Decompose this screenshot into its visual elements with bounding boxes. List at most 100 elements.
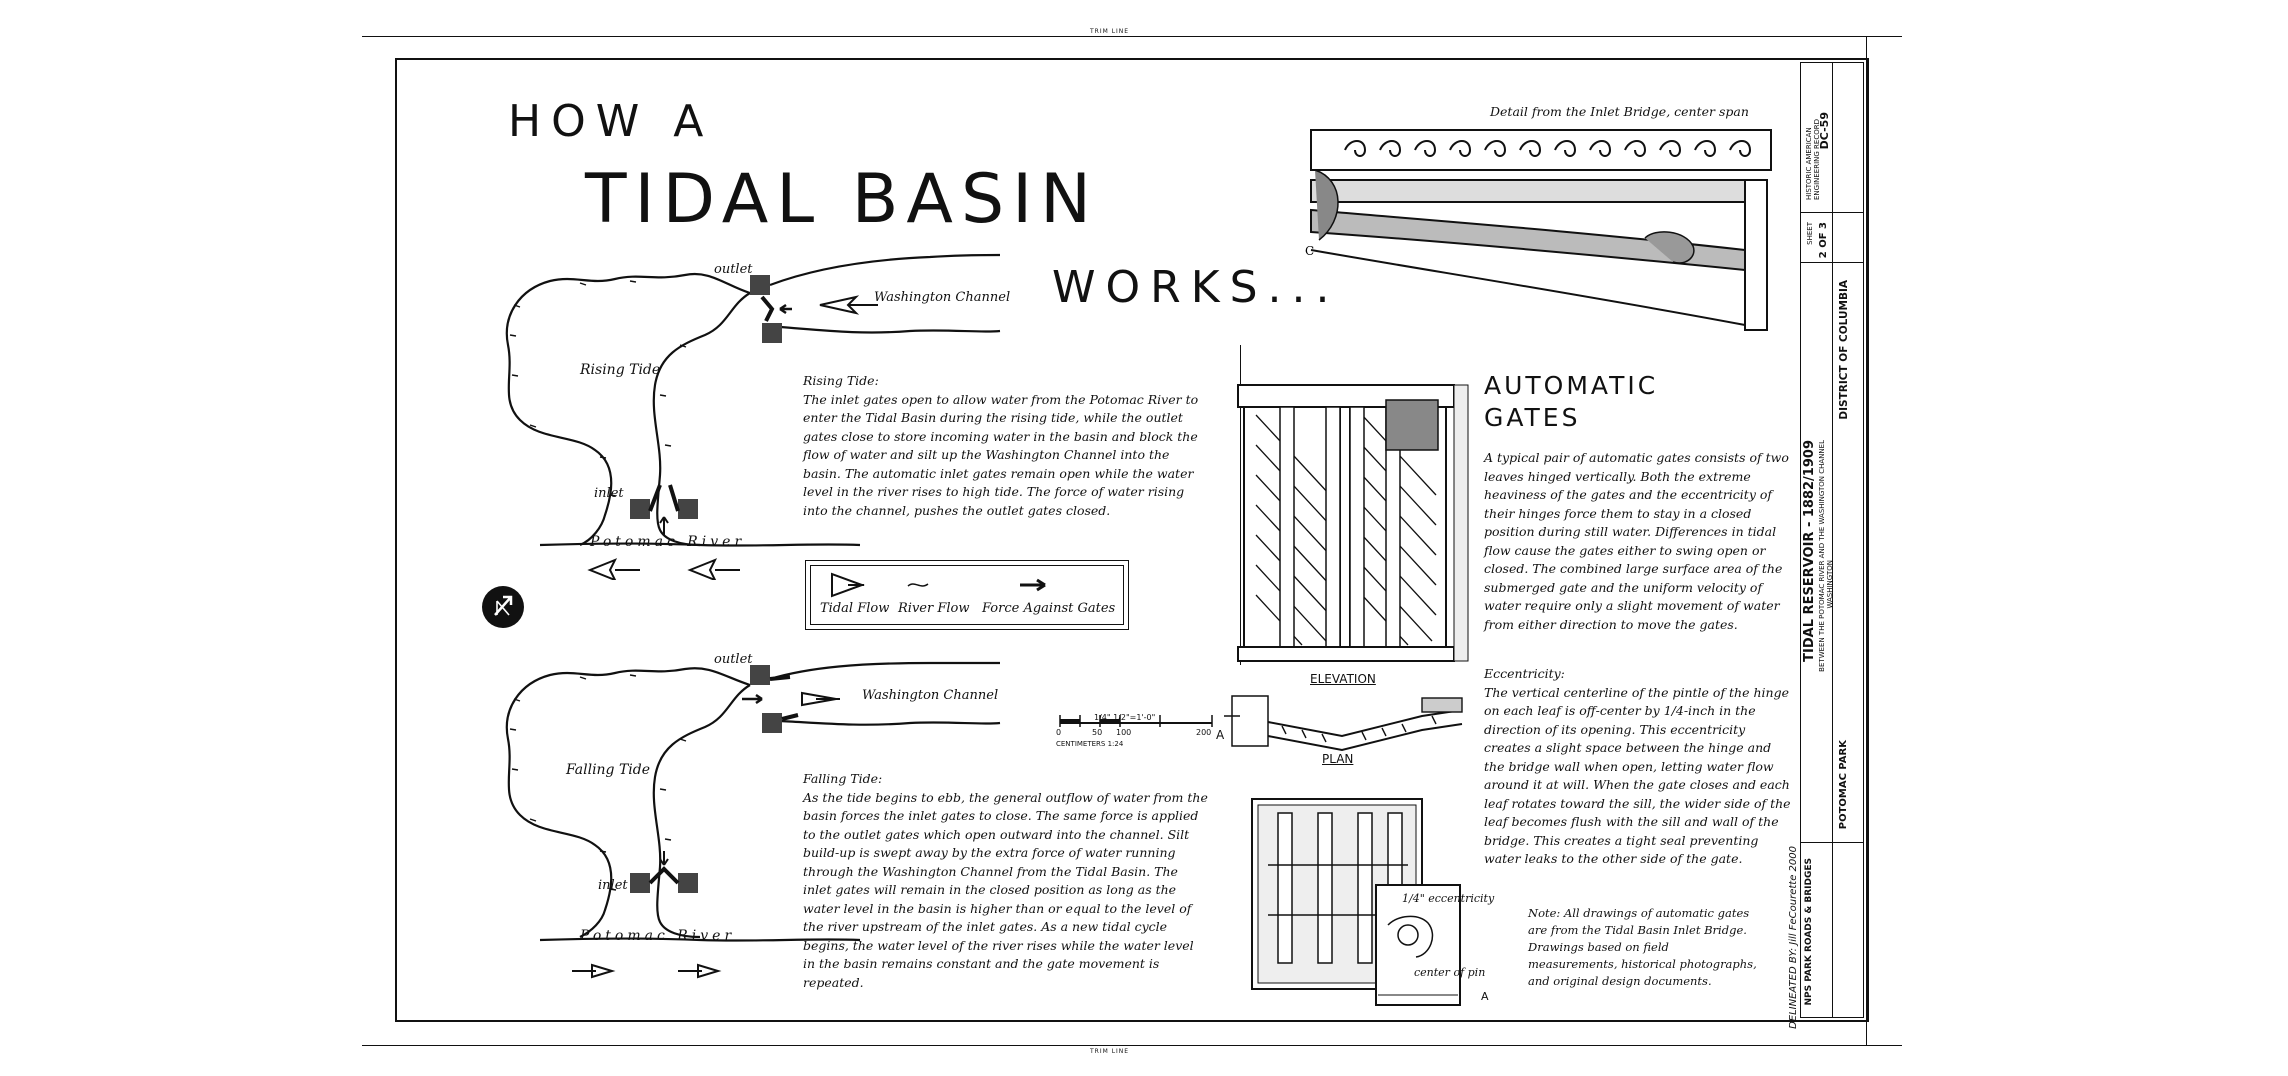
rising-basin-shoreline-2 (652, 292, 751, 547)
project-city: WASHINGTON (1826, 560, 1834, 609)
rising-outlet-gates-closed (760, 295, 775, 322)
rising-stipple (509, 280, 687, 497)
trim-line-label-top: TRIM LINE (1090, 28, 1130, 35)
rising-channel-tidal-arrow (819, 295, 878, 315)
legend-force-icon (1020, 578, 1046, 592)
rising-force-arrow (779, 303, 792, 315)
falling-outlet-gate-bottom (762, 713, 782, 733)
legend-symbols (831, 572, 1046, 598)
scale-num-0: 0 (1056, 728, 1062, 737)
rising-tide-text: Rising Tide: The inlet gates open to all… (803, 372, 1208, 520)
scale-num-50: 50 (1092, 728, 1103, 737)
scale-bar (1059, 715, 1213, 727)
section-marker-detail: A (1481, 990, 1489, 1003)
falling-tide-heading: Falling Tide: (803, 771, 883, 786)
rising-river-arrow-left (587, 558, 640, 580)
rising-outlet-gate-top (750, 275, 770, 295)
rising-outlet-label: outlet (714, 262, 753, 277)
title-line-3: WORKS... (1052, 262, 1340, 313)
legend-river-flow: River Flow (898, 601, 970, 616)
rising-river-bank (539, 542, 861, 547)
falling-river-arrow-right (678, 963, 722, 979)
falling-outlet-gates-open (769, 675, 799, 721)
falling-inlet-label: inlet (598, 878, 628, 893)
falling-outlet-gate-top (750, 665, 770, 685)
drawing-sheet-border (395, 58, 1869, 1022)
detail-caption: Detail from the Inlet Bridge, center spa… (1490, 104, 1749, 119)
falling-river-label: Potomac River (580, 928, 736, 944)
falling-tide-text: Falling Tide: As the tide begins to ebb,… (803, 770, 1208, 992)
rising-basin-shoreline (505, 272, 751, 547)
falling-stipple (509, 674, 687, 891)
falling-inlet-force-arrow (659, 851, 669, 866)
park-name: POTOMAC PARK (1838, 740, 1849, 830)
falling-inlet-gate-right (678, 873, 698, 893)
center-pin-label: center of pin (1414, 966, 1486, 979)
falling-channel-bank-bottom (779, 719, 1001, 726)
survey-name: HISTORIC AMERICAN ENGINEERING RECORD (1805, 119, 1821, 200)
sheet-number: 2 OF 3 (1818, 222, 1829, 259)
automatic-gates-heading-line-2: GATES (1484, 403, 1581, 432)
falling-river-arrow-left (572, 963, 616, 979)
scale-top-label: 1/4" 1/2"=1'-0" (1094, 713, 1156, 722)
falling-force-arrow (742, 693, 763, 705)
rising-tide-map (505, 253, 1001, 580)
wave-scroll-ornament (1344, 140, 1752, 157)
falling-channel-tidal-arrow (801, 691, 840, 707)
falling-tide-body: As the tide begins to ebb, the general o… (803, 789, 1208, 990)
scale-bottom-label: CENTIMETERS 1:24 (1056, 740, 1124, 748)
falling-basin-shoreline (505, 667, 751, 938)
rising-inlet-gate-right (678, 499, 698, 519)
gate-section-drawing (1251, 798, 1461, 1006)
trim-line-top (362, 36, 1902, 37)
rising-tide-body: The inlet gates open to allow water from… (803, 391, 1199, 518)
rising-inlet-gates-open (648, 484, 680, 512)
rising-river-arrow-right (687, 558, 740, 580)
scale-num-100: 100 (1116, 728, 1132, 737)
agency-name: NPS PARK ROADS & BRIDGES (1804, 858, 1814, 1006)
falling-river-bank (539, 937, 861, 942)
plan-label: PLAN (1322, 752, 1354, 766)
rising-channel-bank-bottom (779, 325, 1001, 334)
rising-river-label: Potomac River (590, 534, 746, 550)
rising-inlet-gate-left (630, 499, 650, 519)
legend-inner (810, 565, 1124, 625)
eccentricity-label: 1/4" eccentricity (1402, 892, 1495, 905)
project-location: BETWEEN THE POTOMAC RIVER AND THE WASHIN… (1818, 440, 1826, 672)
falling-tide-label: Falling Tide (566, 762, 651, 778)
legend-force: Force Against Gates (982, 601, 1116, 616)
project-title: TIDAL RESERVOIR - 1882/1909 (1802, 440, 1817, 662)
trim-line-bottom (362, 1045, 1902, 1046)
scale-num-200: 200 (1196, 728, 1212, 737)
drawing-note: Note: All drawings of automatic gates ar… (1528, 906, 1757, 988)
trim-line-label-bottom: TRIM LINE (1090, 1048, 1130, 1055)
legend-tidal-flow-icon (831, 572, 865, 598)
automatic-gates-text: A typical pair of automatic gates consis… (1484, 450, 1789, 632)
rising-inlet-arrow (659, 516, 669, 535)
gate-plan-drawing (1224, 695, 1463, 752)
inlet-bridge-detail-drawing: C (1305, 129, 1772, 331)
falling-channel-bank-top (769, 661, 1000, 681)
falling-outlet-label: outlet (714, 652, 753, 667)
survey-number: DC-59 (1818, 112, 1831, 150)
rising-channel-bank-top (769, 253, 1001, 287)
rising-inlet-label: inlet (594, 486, 624, 501)
delineator: DELINEATED BY: Jill FeCourette 2000 (1788, 846, 1799, 1029)
eccentricity-body: The vertical centerline of the pintle of… (1484, 684, 1791, 867)
legend-river-flow-icon (907, 583, 929, 587)
rising-channel-label: Washington Channel (874, 290, 1011, 305)
eccentricity-heading: Eccentricity: (1484, 666, 1565, 681)
svg-text:C: C (1305, 244, 1314, 258)
automatic-gates-heading: AUTOMATIC GATES (1484, 370, 1658, 434)
legend-outer (805, 560, 1129, 630)
falling-basin-shoreline-2 (652, 684, 751, 939)
district-name: DISTRICT OF COLUMBIA (1838, 280, 1850, 420)
falling-inlet-gate-left (630, 873, 650, 893)
falling-channel-label: Washington Channel (862, 688, 999, 703)
title-line-1: HOW A (508, 96, 714, 147)
eccentricity-text: Eccentricity: The vertical centerline of… (1484, 665, 1792, 869)
section-marker-plan: A (1216, 728, 1225, 742)
north-arrow-icon (482, 586, 524, 628)
rising-tide-heading: Rising Tide: (803, 373, 879, 388)
falling-tide-map (505, 661, 1001, 979)
